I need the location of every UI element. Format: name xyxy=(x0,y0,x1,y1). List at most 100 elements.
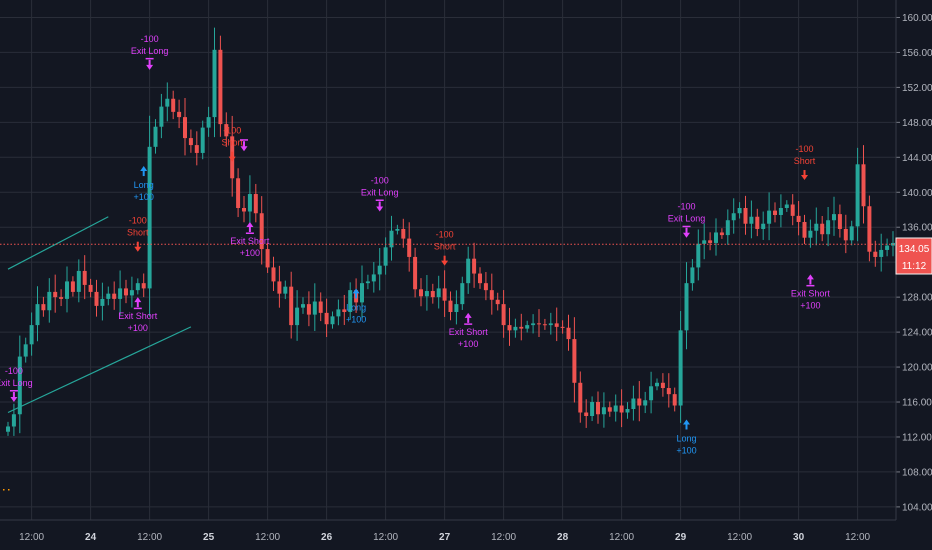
y-tick-label: 116.00 xyxy=(902,398,932,409)
candle-body xyxy=(702,240,707,244)
candle-body xyxy=(41,304,46,311)
candle-body xyxy=(454,304,459,312)
signal-arrow-shaft xyxy=(142,170,145,177)
candle-body xyxy=(849,226,854,241)
candle-body xyxy=(784,204,789,208)
signal-arrow-shaft xyxy=(809,278,812,285)
signal-arrow-up-icon xyxy=(464,312,472,318)
signal-arrow-shaft xyxy=(803,170,806,177)
price-badge-countdown: 11:12 xyxy=(902,261,927,272)
time-axis[interactable]: 12:00 24 12:00 25 12:00 26 12:00 27 12:00 28 12:00… xyxy=(0,519,896,543)
signal-label: Short xyxy=(221,138,243,148)
candle-body xyxy=(820,223,825,235)
candle-body xyxy=(525,325,530,329)
candle-body xyxy=(472,258,477,274)
candle-body xyxy=(737,208,742,214)
candle-body xyxy=(253,194,258,214)
candle-body xyxy=(141,283,146,289)
candle-body xyxy=(531,323,536,326)
candle-body xyxy=(596,402,600,415)
candle-body xyxy=(755,216,760,229)
candle-body xyxy=(749,216,754,224)
candle-body xyxy=(790,204,795,216)
price-badge: 134.05 11:12 xyxy=(895,237,932,275)
signal-label: Long xyxy=(676,433,696,443)
candle-body xyxy=(348,290,353,312)
candle-body xyxy=(448,300,453,312)
candle-body xyxy=(590,402,595,416)
candle-body xyxy=(159,106,164,127)
signal-label: Exit Long xyxy=(0,378,33,388)
signal-label: +100 xyxy=(800,300,820,310)
candle-body xyxy=(147,146,152,289)
signal-label: Exit Long xyxy=(131,46,169,56)
signal-arrow-shaft xyxy=(443,255,446,262)
signal-label: Long xyxy=(346,302,366,312)
candle-body xyxy=(743,208,748,224)
candle-body xyxy=(407,238,412,257)
candle-body xyxy=(731,213,736,221)
candle-body xyxy=(761,223,766,229)
grid xyxy=(0,0,896,520)
candle-body xyxy=(395,228,400,231)
candle-body xyxy=(224,124,229,137)
channel-lines xyxy=(7,216,192,414)
candle-body xyxy=(212,49,217,118)
signal-label: -100 xyxy=(129,216,147,226)
signal-bar xyxy=(375,199,384,201)
signal-arrow-down-icon xyxy=(134,246,142,252)
signal-label: -100 xyxy=(677,202,695,212)
candle-body xyxy=(153,126,158,147)
candle-body xyxy=(566,327,571,340)
candle-body xyxy=(808,230,813,238)
y-tick-label: 136.00 xyxy=(902,223,932,234)
candle-body xyxy=(708,240,713,243)
signal-arrow-up-icon xyxy=(140,166,148,172)
signal-arrow-down-icon xyxy=(240,146,248,152)
signal-label: Exit Short xyxy=(449,327,489,337)
candle-body xyxy=(371,274,376,282)
candle-body xyxy=(306,304,311,315)
channel-line xyxy=(7,216,109,270)
candle-body xyxy=(466,258,471,284)
candle-body xyxy=(259,213,264,250)
candle-body xyxy=(637,398,642,406)
candle-body xyxy=(188,138,193,146)
candle-body xyxy=(112,293,117,299)
candle-body xyxy=(124,288,128,296)
signal-arrow-down-icon xyxy=(801,175,808,181)
y-tick-label: 156.00 xyxy=(902,48,932,59)
signal-arrow-shaft xyxy=(243,141,245,148)
candle-body xyxy=(460,283,465,305)
candle-body xyxy=(183,117,187,139)
candle-body xyxy=(242,208,246,212)
candle-body xyxy=(301,304,305,308)
signal-arrow-shaft xyxy=(355,292,358,299)
candle-body xyxy=(65,281,69,299)
candle-body xyxy=(29,325,34,345)
candle-body xyxy=(318,301,323,313)
candle-body xyxy=(177,111,182,118)
price-badge-bg xyxy=(895,237,932,275)
candle-body xyxy=(401,228,406,239)
signal-label: Long xyxy=(134,180,154,190)
signal-arrow-up-icon xyxy=(806,274,814,280)
signal-label: -100 xyxy=(223,126,241,136)
y-tick-label: 120.00 xyxy=(902,363,932,374)
x-tick-label: 25 xyxy=(203,532,215,543)
y-tick-label: 160.00 xyxy=(902,13,932,24)
candle-body xyxy=(489,290,494,300)
signal-bar xyxy=(806,284,815,287)
signal-label: -100 xyxy=(371,175,389,185)
candle-body xyxy=(413,256,418,290)
candle-body xyxy=(578,382,583,413)
candle-body xyxy=(837,214,842,229)
signal-label: +100 xyxy=(240,248,260,258)
signal-label: Short xyxy=(127,228,149,238)
candle-body xyxy=(773,210,777,215)
signal-label: Short xyxy=(794,156,816,166)
signal-label: -100 xyxy=(436,230,454,240)
x-tick-label: 12:00 xyxy=(845,532,870,543)
candle-body xyxy=(537,323,541,325)
